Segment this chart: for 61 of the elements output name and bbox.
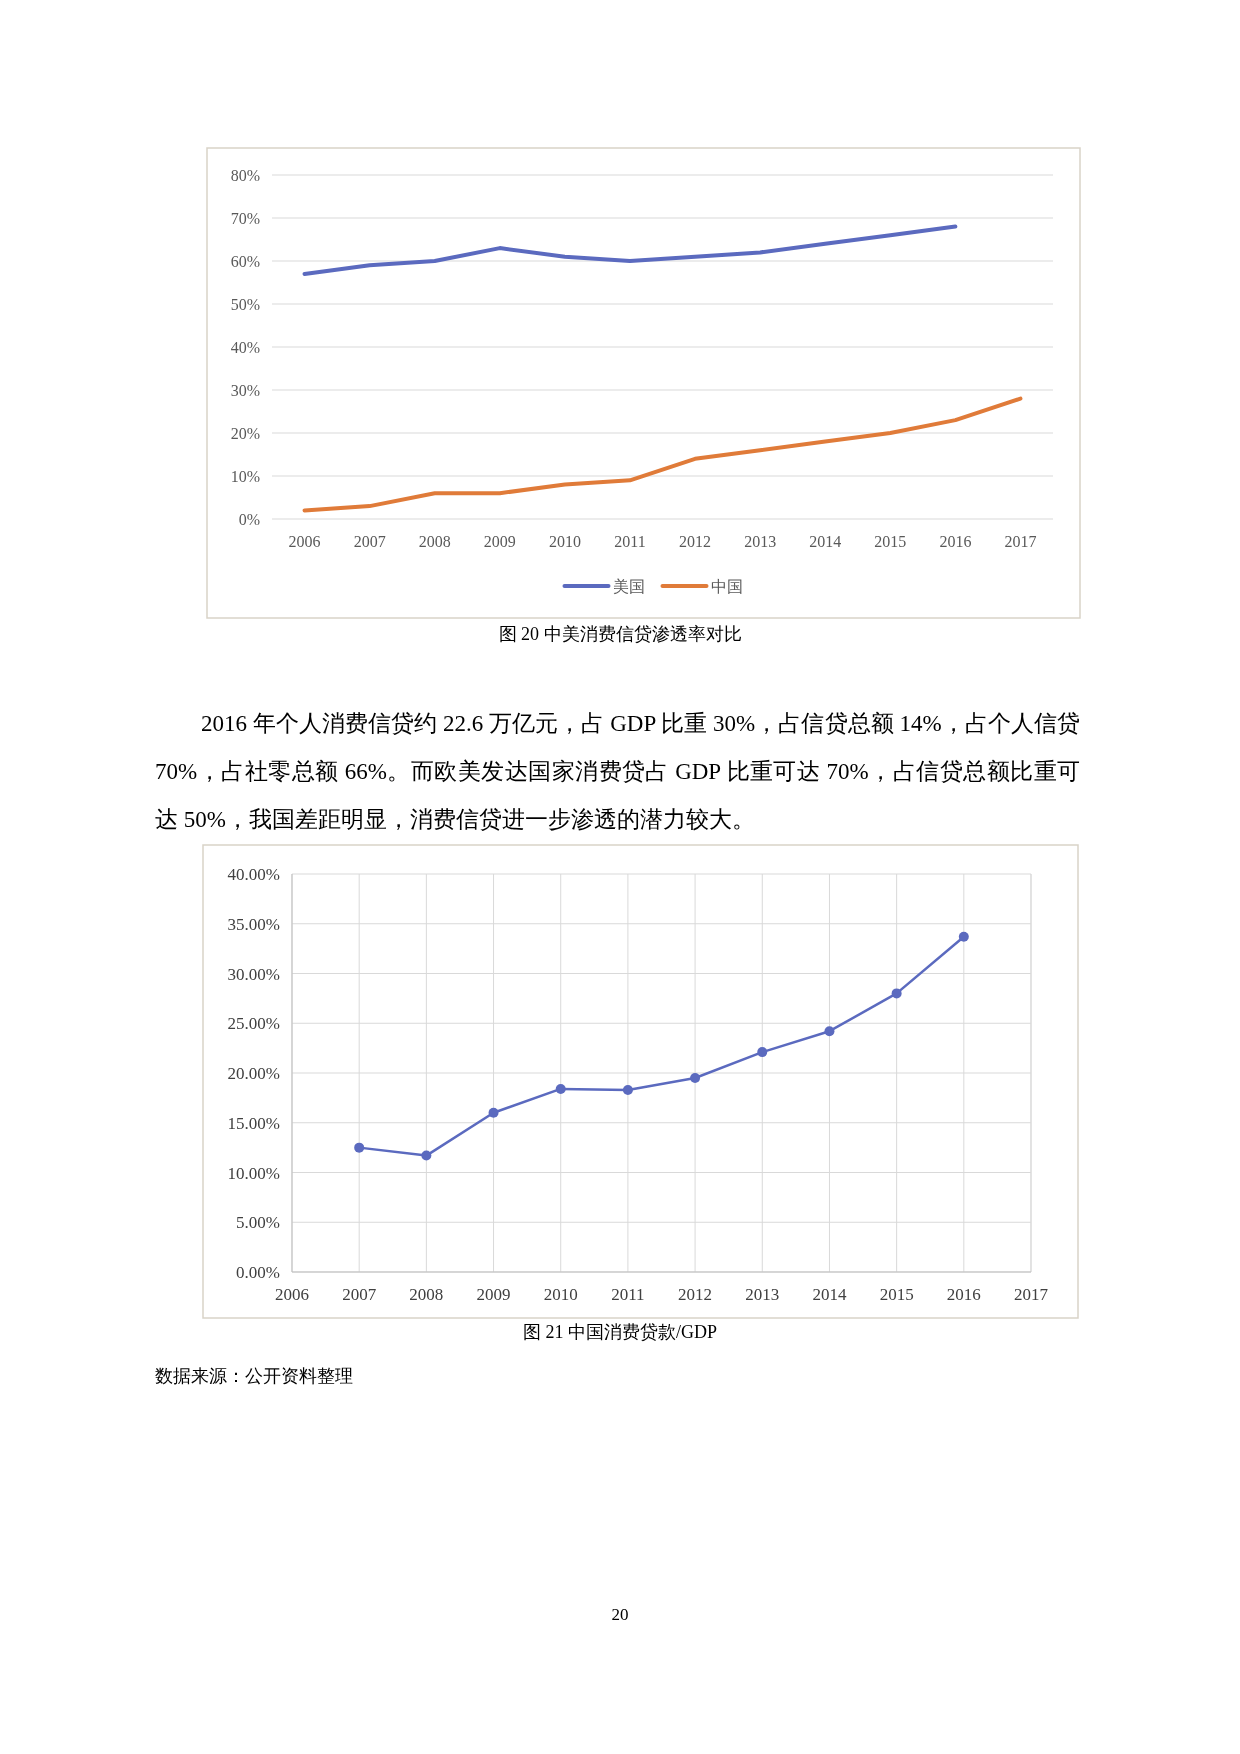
y-tick-label: 30% <box>230 382 260 399</box>
text: 20 <box>610 1605 630 1625</box>
point <box>824 1026 835 1037</box>
point <box>690 1072 701 1083</box>
x-tick-label: 2015 <box>874 533 907 550</box>
x-tick-label: 2011 <box>614 533 646 550</box>
x-tick-label: 2015 <box>879 1285 914 1304</box>
x-tick-label: 2007 <box>342 1285 377 1304</box>
x-tick-label: 2010 <box>543 1285 578 1304</box>
point <box>488 1107 499 1118</box>
x-tick-label: 2008 <box>409 1285 444 1304</box>
y-tick-label: 30.00% <box>227 964 280 984</box>
x-tick-label: 2016 <box>946 1285 981 1304</box>
y-tick-label: 10.00% <box>227 1163 280 1183</box>
x-tick-label: 2007 <box>353 533 386 550</box>
text: 图 20 中美消费信贷渗透率对比 <box>497 623 743 646</box>
x-tick-label: 2009 <box>476 1285 511 1304</box>
x-tick-label: 2017 <box>1004 533 1037 550</box>
y-tick-label: 0.00% <box>236 1263 280 1282</box>
x-tick-label: 2013 <box>744 533 777 550</box>
point <box>421 1150 432 1161</box>
y-tick-label: 20.00% <box>227 1064 280 1083</box>
x-tick-label: 2008 <box>418 533 451 550</box>
legend-label: 中国 <box>710 578 743 595</box>
x-tick-label: 2011 <box>611 1285 645 1304</box>
x-tick-label: 2009 <box>483 533 516 550</box>
y-tick-label: 5.00% <box>236 1213 280 1233</box>
y-tick-label: 40% <box>230 339 260 356</box>
y-tick-label: 15.00% <box>227 1113 280 1133</box>
y-tick-label: 50% <box>230 296 260 313</box>
y-tick-label: 70% <box>230 210 260 227</box>
point <box>622 1084 633 1095</box>
x-tick-label: 2014 <box>809 533 842 550</box>
y-tick-label: 40.00% <box>227 865 280 884</box>
x-tick-label: 2012 <box>679 533 712 550</box>
y-tick-label: 20% <box>230 425 260 442</box>
x-tick-label: 2014 <box>812 1285 847 1304</box>
x-tick-label: 2016 <box>939 533 972 550</box>
point <box>555 1083 566 1094</box>
x-tick-label: 2012 <box>678 1285 713 1304</box>
x-tick-label: 2010 <box>548 533 581 550</box>
x-tick-label: 2006 <box>275 1285 309 1304</box>
point <box>958 931 969 942</box>
legend-label: 美国 <box>612 578 645 595</box>
source-note: 数据来源：公开资料整理 <box>155 1365 353 1388</box>
y-tick-label: 35.00% <box>227 914 280 934</box>
y-tick-label: 0% <box>238 511 260 528</box>
y-tick-label: 10% <box>230 468 260 485</box>
text: 2016 年个人消费信贷约 22.6 万亿元，占 GDP 比重 30%，占信贷总额 14%，占个人信贷 70%，占社零总额 66%。而欧美发达国家消费贷占 GDP 比重可达 70%，占信贷总额比重可达 50%，我国差距明显，消费信贷进一步渗透的潜力较大。 <box>155 710 1080 834</box>
y-tick-label: 60% <box>230 253 260 270</box>
point <box>354 1142 365 1153</box>
line-series <box>302 224 958 276</box>
y-tick-label: 80% <box>230 167 260 184</box>
text: 图 21 中国消费贷款/GDP <box>522 1321 718 1344</box>
x-tick-label: 2017 <box>1014 1285 1049 1304</box>
y-tick-label: 25.00% <box>227 1014 280 1034</box>
point <box>891 988 902 999</box>
line-series <box>302 396 1023 513</box>
x-tick-label: 2006 <box>288 533 321 550</box>
x-tick-label: 2013 <box>745 1285 780 1304</box>
point <box>757 1047 768 1058</box>
